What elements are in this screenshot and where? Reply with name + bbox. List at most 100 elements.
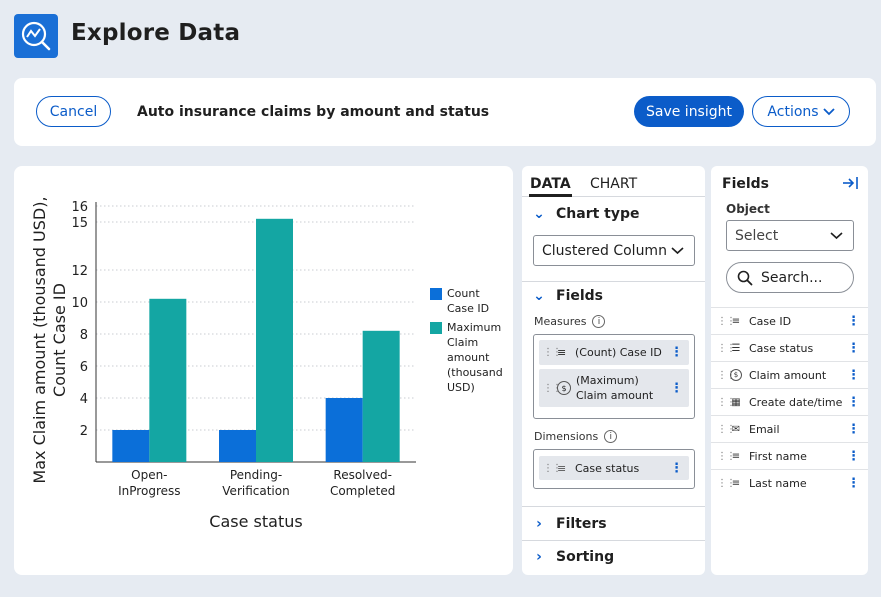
section-divider (522, 506, 705, 507)
calendar-icon: ▦ (731, 396, 741, 408)
x-tick-label: Completed (330, 484, 395, 498)
sorting-section-toggle[interactable]: › Sorting (532, 549, 614, 565)
info-icon[interactable]: i (592, 315, 606, 328)
legend-label: Count (447, 287, 480, 300)
measures-label: Measures i (534, 315, 606, 328)
drag-handle-icon[interactable]: ⋮⋮ (717, 315, 736, 327)
filters-heading: Filters (556, 516, 607, 532)
drag-handle-icon[interactable]: ⋮⋮ (543, 382, 562, 394)
object-select[interactable]: Select (726, 220, 854, 251)
measure-label-line: Claim amount (576, 389, 654, 402)
chart-type-section-toggle[interactable]: ⌄ Chart type (532, 206, 639, 222)
legend-label: amount (447, 351, 490, 364)
field-list-item[interactable]: ⋮⋮ ≡ Case ID ⋮ (711, 307, 868, 334)
x-axis-title: Case status (209, 512, 302, 531)
legend-label: USD) (447, 381, 475, 394)
field-label: Email (749, 422, 780, 436)
x-tick-label: Verification (222, 484, 289, 498)
filters-section-toggle[interactable]: › Filters (532, 516, 607, 532)
drag-handle-icon[interactable]: ⋮⋮ (543, 347, 562, 358)
field-list-item[interactable]: ⋮⋮ ✉ Email ⋮ (711, 415, 868, 442)
y-tick-label: 10 (71, 296, 88, 311)
y-tick-label: 8 (80, 328, 88, 343)
field-label: Claim amount (749, 368, 827, 382)
tab-active-indicator (529, 194, 572, 197)
dimension-item[interactable]: ⋮⋮ ≡ Case status ⋮ (539, 456, 689, 480)
dimensions-label-text: Dimensions (534, 430, 599, 443)
more-options-icon[interactable]: ⋮ (670, 380, 683, 396)
measure-label: (Count) Case ID (575, 346, 662, 359)
legend-label: Maximum (447, 321, 501, 334)
more-options-icon[interactable]: ⋮ (847, 367, 860, 383)
y-tick-label: 2 (80, 424, 88, 439)
y-tick-label: 15 (71, 216, 88, 231)
text-lines-icon: ≡ (731, 450, 741, 462)
field-label: Case ID (749, 314, 792, 328)
bar-max-claim-amount (256, 218, 293, 462)
drag-handle-icon[interactable]: ⋮⋮ (717, 477, 736, 489)
measure-item[interactable]: ⋮⋮ ≡ (Count) Case ID ⋮ (539, 340, 689, 365)
currency-icon: $ (557, 381, 571, 395)
chart-card: 2 4 6 8 10 12 15 16 Open- InProgress Pending- Verif… (14, 166, 513, 575)
field-list-item[interactable]: ⋮⋮ ☰ Case status ⋮ (711, 334, 868, 361)
mail-icon: ✉ (731, 423, 741, 435)
more-options-icon[interactable]: ⋮ (847, 475, 860, 491)
chart-search-icon (21, 21, 51, 51)
field-label: Create date/time (749, 395, 843, 409)
drag-handle-icon[interactable]: ⋮⋮ (717, 423, 736, 435)
field-list-item[interactable]: ⋮⋮ ≡ First name ⋮ (711, 442, 868, 469)
collapse-right-icon[interactable] (842, 176, 859, 190)
more-options-icon[interactable]: ⋮ (847, 340, 860, 356)
field-search-input[interactable]: Search... (726, 262, 854, 293)
chart-type-select[interactable]: Clustered Column (533, 235, 695, 266)
tab-data[interactable]: DATA (530, 176, 571, 192)
actions-button[interactable]: Actions (752, 96, 850, 127)
tab-chart[interactable]: CHART (590, 176, 638, 192)
field-list-item[interactable]: ⋮⋮ ≡ Last name ⋮ (711, 469, 868, 496)
cancel-button[interactable]: Cancel (36, 96, 111, 127)
more-options-icon[interactable]: ⋮ (847, 394, 860, 410)
save-insight-button[interactable]: Save insight (634, 96, 744, 127)
dimensions-dropzone[interactable]: ⋮⋮ ≡ Case status ⋮ (533, 449, 695, 489)
drag-handle-icon[interactable]: ⋮⋮ (717, 396, 736, 408)
field-list-item[interactable]: ⋮⋮ $ Claim amount ⋮ (711, 361, 868, 388)
search-icon (737, 270, 753, 285)
section-divider (522, 540, 705, 541)
x-tick-label: InProgress (118, 484, 180, 498)
more-options-icon[interactable]: ⋮ (670, 460, 683, 476)
drag-handle-icon[interactable]: ⋮⋮ (717, 369, 736, 381)
data-config-panel: DATA CHART ⌄ Chart type Clustered Column… (522, 166, 705, 575)
text-lines-icon: ≡ (731, 477, 741, 489)
x-tick-label: Open- (131, 468, 167, 482)
field-list-item[interactable]: ⋮⋮ ▦ Create date/time ⋮ (711, 388, 868, 415)
text-lines-icon: ≡ (731, 315, 741, 327)
measures-label-text: Measures (534, 315, 587, 328)
list-icon: ☰ (731, 342, 741, 354)
tab-divider (522, 196, 705, 197)
chevron-down-icon (822, 107, 835, 115)
drag-handle-icon[interactable]: ⋮⋮ (543, 462, 562, 474)
fields-section-toggle[interactable]: ⌄ Fields (532, 288, 603, 304)
chevron-down-icon (671, 246, 684, 254)
insight-title: Auto insurance claims by amount and stat… (137, 104, 490, 120)
drag-handle-icon[interactable]: ⋮⋮ (717, 342, 736, 354)
drag-handle-icon[interactable]: ⋮⋮ (717, 450, 736, 462)
more-options-icon[interactable]: ⋮ (847, 448, 860, 464)
info-icon[interactable]: i (604, 430, 618, 443)
y-tick-label: 12 (71, 264, 88, 279)
more-options-icon[interactable]: ⋮ (847, 313, 860, 329)
measure-item[interactable]: ⋮⋮ $ (Maximum) Claim amount ⋮ (539, 369, 689, 407)
more-options-icon[interactable]: ⋮ (847, 421, 860, 437)
legend-swatch (430, 322, 442, 334)
currency-icon: $ (729, 369, 743, 381)
measures-dropzone[interactable]: ⋮⋮ ≡ (Count) Case ID ⋮ ⋮⋮ $ (Maximum) Cl… (533, 334, 695, 419)
bar-count-case-id (219, 430, 256, 462)
y-tick-label: 4 (80, 392, 88, 407)
measure-label-line: (Maximum) (576, 374, 639, 387)
legend-swatch (430, 288, 442, 300)
fields-panel-title: Fields (722, 176, 770, 192)
legend-label: Claim (447, 336, 478, 349)
list-icon: ≡ (557, 461, 567, 475)
more-options-icon[interactable]: ⋮ (670, 345, 683, 360)
